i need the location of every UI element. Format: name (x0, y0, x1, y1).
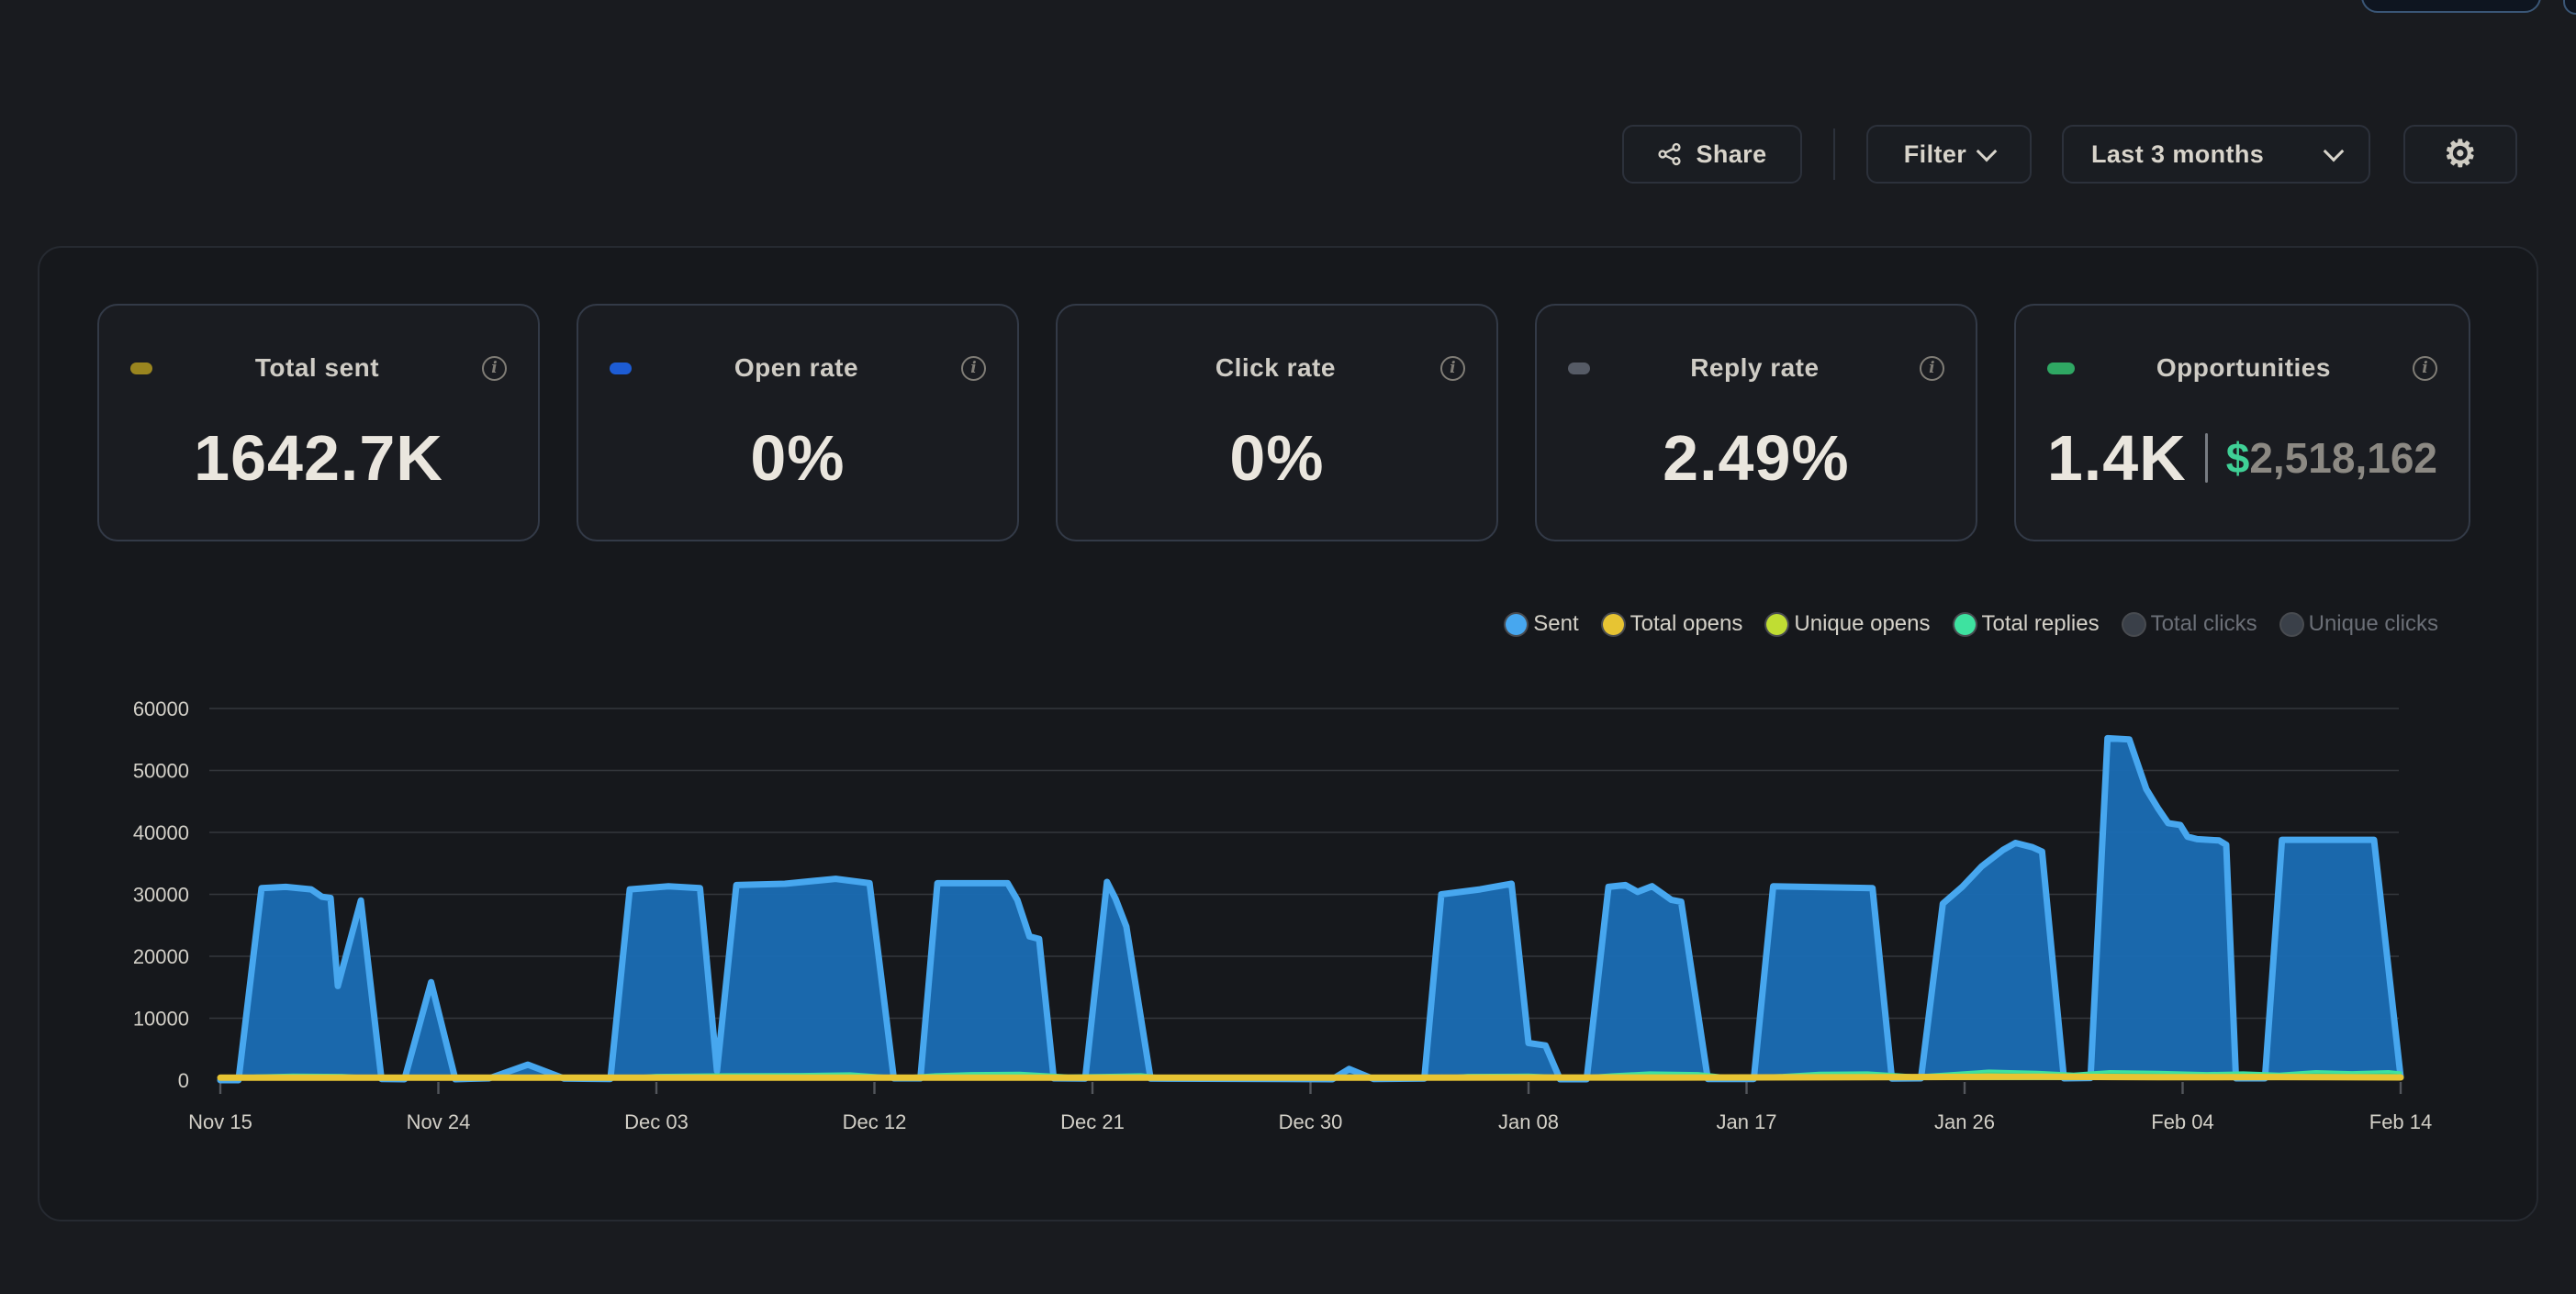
legend-dot-total-clicks (2122, 613, 2145, 635)
series-dot (609, 362, 632, 374)
info-icon[interactable]: i (1439, 355, 1465, 381)
card-title: Total sent (254, 353, 380, 382)
card-total-sent: Total sent i 1642.7K (97, 304, 540, 541)
card-title: Opportunities (2156, 353, 2331, 382)
date-range-select[interactable]: Last 3 months (2062, 125, 2370, 184)
cutoff-popup-corner (2563, 0, 2576, 15)
series-dot (130, 362, 152, 374)
chevron-down-icon (2323, 140, 2345, 162)
card-value: 1.4K $2,518,162 (2047, 375, 2437, 540)
currency-symbol: $ (2225, 433, 2250, 482)
card-head: Total sent i (130, 353, 507, 383)
toolbar-divider (1833, 128, 1835, 180)
legend-dot-total-replies (1954, 613, 1976, 635)
share-button[interactable]: Share (1622, 125, 1802, 184)
legend-dot-unique-opens (1766, 613, 1788, 635)
series-dot (1567, 362, 1590, 374)
share-nodes-icon (1658, 142, 1682, 166)
date-range-value: Last 3 months (2091, 139, 2265, 168)
cutoff-popup (2361, 0, 2541, 13)
card-head: Click rate i (1089, 353, 1465, 383)
legend-dot-total-opens (1602, 613, 1624, 635)
card-opportunities: Opportunities i 1.4K $2,518,162 (2013, 304, 2470, 541)
legend-label: Total replies (1981, 611, 2100, 636)
chart-legend: Sent Total opens Unique opens Total replies… (1506, 611, 2438, 637)
card-click-rate: Click rate i 0% (1055, 304, 1498, 541)
card-value: 0% (750, 421, 846, 494)
chevron-down-icon (1976, 140, 1998, 162)
legend-item-total-clicks[interactable]: Total clicks (2122, 611, 2257, 637)
series-dot (1089, 363, 1111, 374)
legend-label: Unique clicks (2308, 611, 2438, 636)
card-head: Open rate i (609, 353, 986, 383)
filter-button[interactable]: Filter (1866, 125, 2032, 184)
pipeline-amount: 2,518,162 (2249, 433, 2437, 482)
legend-label: Total opens (1630, 611, 1743, 636)
series-dot (2046, 362, 2075, 374)
share-label: Share (1696, 139, 1767, 168)
legend-dot-sent (1506, 613, 1528, 635)
legend-dot-unique-clicks (2280, 613, 2302, 635)
legend-item-unique-clicks[interactable]: Unique clicks (2280, 611, 2438, 637)
legend-label: Unique opens (1794, 611, 1931, 636)
card-head: Reply rate i (1567, 353, 1944, 383)
value-divider (2204, 432, 2208, 483)
legend-item-sent[interactable]: Sent (1506, 611, 1579, 637)
info-icon[interactable]: i (960, 355, 986, 381)
opportunities-pipeline-value: $2,518,162 (2226, 433, 2437, 483)
card-title: Click rate (1215, 353, 1336, 382)
legend-label: Sent (1533, 611, 1579, 636)
settings-button[interactable]: ⚙ (2403, 125, 2517, 184)
card-value: 1642.7K (194, 421, 443, 494)
opportunities-count: 1.4K (2046, 421, 2187, 494)
card-value: 2.49% (1663, 421, 1850, 494)
info-icon[interactable]: i (1919, 355, 1944, 381)
gear-icon: ⚙ (2443, 134, 2478, 174)
legend-item-total-replies[interactable]: Total replies (1954, 611, 2100, 637)
card-title: Reply rate (1690, 353, 1820, 382)
card-head: Opportunities i (2046, 353, 2437, 383)
legend-item-total-opens[interactable]: Total opens (1602, 611, 1743, 637)
card-value: 0% (1229, 421, 1325, 494)
legend-item-unique-opens[interactable]: Unique opens (1766, 611, 1931, 637)
card-reply-rate: Reply rate i 2.49% (1534, 304, 1977, 541)
info-icon[interactable]: i (2413, 355, 2437, 381)
filter-label: Filter (1903, 139, 1967, 168)
card-open-rate: Open rate i 0% (576, 304, 1019, 541)
legend-label: Total clicks (2150, 611, 2257, 636)
card-title: Open rate (734, 353, 859, 382)
stat-cards-row: Total sent i 1642.7K Open rate i 0% Clic… (97, 304, 2470, 541)
info-icon[interactable]: i (481, 355, 507, 381)
